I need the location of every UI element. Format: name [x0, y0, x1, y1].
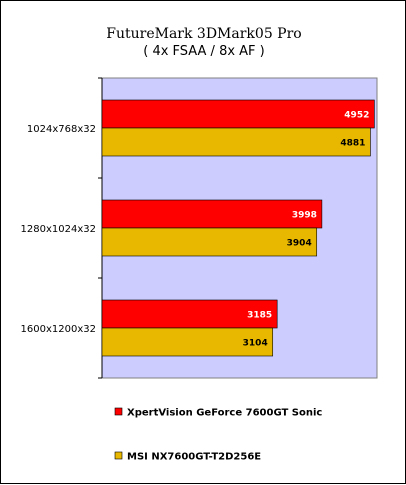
chart-subtitle: ( 4x FSAA / 8x AF ) [143, 44, 265, 59]
bar [101, 99, 375, 129]
data-label: 4952 [344, 111, 369, 121]
category-labels: 1024x768x32 1280x1024x32 1600x1200x32 [21, 124, 96, 335]
data-label: 3998 [292, 211, 317, 221]
bar [101, 127, 371, 157]
data-label: 3185 [247, 311, 272, 321]
bar [101, 227, 318, 257]
data-label: 3104 [243, 339, 268, 349]
category-label: 1600x1200x32 [21, 324, 96, 335]
bar [101, 327, 274, 357]
legend-label: XpertVision GeForce 7600GT Sonic [127, 408, 322, 419]
category-label: 1280x1024x32 [21, 224, 96, 235]
legend-label: MSI NX7600GT-T2D256E [127, 452, 261, 463]
legend: XpertVision GeForce 7600GT Sonic MSI NX76… [114, 407, 322, 463]
bar [101, 299, 278, 329]
legend-swatch [114, 451, 123, 460]
data-label: 3904 [287, 239, 312, 249]
data-label: 4881 [340, 139, 365, 149]
y-axis-ticks [98, 77, 102, 379]
category-label: 1024x768x32 [27, 124, 96, 135]
bars: 4952 4881 3998 3904 3185 3104 [101, 99, 375, 357]
chart-title: FutureMark 3DMark05 Pro [106, 26, 301, 42]
bar [101, 199, 323, 229]
legend-swatch [114, 407, 123, 416]
